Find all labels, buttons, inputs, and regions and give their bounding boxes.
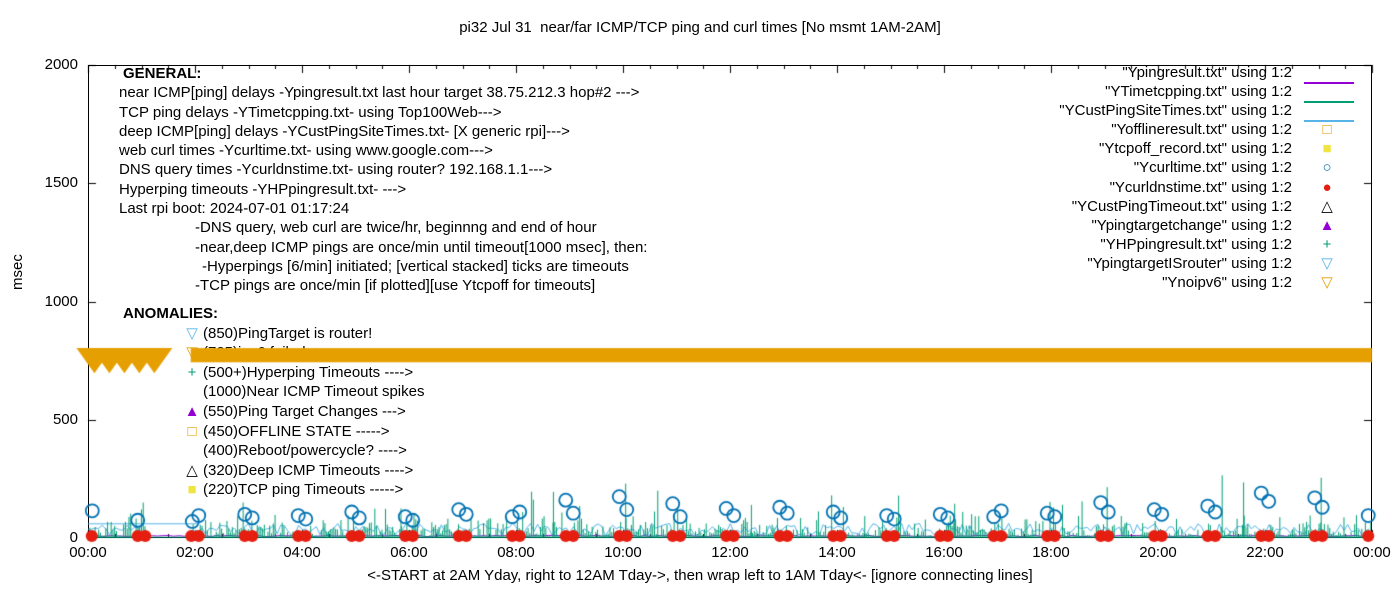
legend-row: "YCustPingTimeout.txt" using 1:2 △ <box>1018 197 1362 216</box>
legend-row: "Ytcpoff_record.txt" using 1:2 ■ <box>1018 139 1362 158</box>
tri-up-open-icon: △ <box>1321 197 1333 215</box>
legend-row: "Ynoipv6" using 1:2 ▽ <box>1018 273 1362 292</box>
anomaly-text: (450)OFFLINE STATE -----> <box>203 422 390 440</box>
legend-row: "YCustPingSiteTimes.txt" using 1:2 <box>1018 101 1362 122</box>
legend-label: "YCustPingTimeout.txt" using 1:2 <box>1071 197 1292 215</box>
legend-row: "YHPpingresult.txt" using 1:2 + <box>1018 235 1362 254</box>
general-annotation-block: GENERAL: near ICMP[ping] delays -Ypingres… <box>119 64 647 296</box>
tri-up-filled-icon: ▲ <box>184 402 200 420</box>
square-filled-icon: ■ <box>187 481 197 499</box>
legend-row: "Ycurldnstime.txt" using 1:2 ● <box>1018 178 1362 197</box>
square-filled-icon: ■ <box>1322 140 1332 158</box>
anomaly-line: △ (320)Deep ICMP Timeouts ----> <box>119 461 413 481</box>
general-line: Last rpi boot: 2024-07-01 01:17:24 <box>119 200 350 218</box>
x-tick-label: 18:00 <box>1032 544 1070 561</box>
legend-row: "Ypingtargetchange" using 1:2 ▲ <box>1018 216 1362 235</box>
anomaly-text: (725)ipv6 failed -> <box>203 344 324 362</box>
y-tick-label: 1500 <box>44 174 78 192</box>
x-tick-label: 10:00 <box>604 544 642 561</box>
anomaly-text: (400)Reboot/powercycle? ----> <box>203 442 407 460</box>
general-line: -Hyperpings [6/min] initiated; [vertical… <box>202 257 629 275</box>
x-tick-label: 08:00 <box>497 544 535 561</box>
legend-row: "Yofflineresult.txt" using 1:2 □ <box>1018 120 1362 139</box>
x-tick-label: 00:00 <box>1353 544 1391 561</box>
tri-down-open-icon: ▽ <box>1321 274 1333 292</box>
general-line: web curl times -Ycurltime.txt- using www… <box>119 142 493 160</box>
general-line: TCP ping delays -YTimetcpping.txt- using… <box>119 103 502 121</box>
general-line: Hyperping timeouts -YHPpingresult.txt- -… <box>119 180 407 198</box>
anomaly-line: (400)Reboot/powercycle? ----> <box>119 441 407 461</box>
x-axis-caption: <-START at 2AM Yday, right to 12AM Tday-… <box>367 567 1033 584</box>
general-line: near ICMP[ping] delays -Ypingresult.txt … <box>119 84 640 102</box>
legend-row: "YpingtargetISrouter" using 1:2 ▽ <box>1018 254 1362 273</box>
general-line: DNS query times -Ycurldnstime.txt- using… <box>119 161 553 179</box>
anomaly-text: (320)Deep ICMP Timeouts ----> <box>203 461 414 479</box>
plus-icon: + <box>1322 235 1332 253</box>
plus-icon: + <box>187 363 197 381</box>
anomalies-heading: ANOMALIES: <box>123 305 218 322</box>
y-tick-label: 2000 <box>44 56 78 73</box>
x-tick-label: 20:00 <box>1139 544 1177 561</box>
general-line: -DNS query, web curl are twice/hr, begin… <box>195 219 597 237</box>
x-tick-label: 00:00 <box>69 544 107 561</box>
circle-open-icon: ○ <box>1322 159 1332 177</box>
anomaly-line: ▲ (550)Ping Target Changes ---> <box>119 402 406 422</box>
anomaly-text: (850)PingTarget is router! <box>203 324 373 342</box>
legend: "Ypingresult.txt" using 1:2 "YTimetcpping… <box>1018 63 1362 292</box>
tri-up-filled-icon: ▲ <box>1319 216 1335 234</box>
legend-row: "Ypingresult.txt" using 1:2 <box>1018 63 1362 84</box>
general-line: -TCP pings are once/min [if plotted][use… <box>195 277 596 295</box>
circle-filled-icon: ● <box>1322 178 1332 196</box>
anomaly-line: + (500+)Hyperping Timeouts ----> <box>119 363 413 383</box>
legend-label: "Ytcpoff_record.txt" using 1:2 <box>1099 140 1292 158</box>
legend-label: "Ycurldnstime.txt" using 1:2 <box>1109 178 1292 196</box>
x-tick-label: 04:00 <box>283 544 321 561</box>
y-axis-label: msec <box>9 254 26 290</box>
legend-row: "YTimetcpping.txt" using 1:2 <box>1018 82 1362 103</box>
legend-label: "YpingtargetISrouter" using 1:2 <box>1087 254 1292 272</box>
x-tick-label: 14:00 <box>818 544 856 561</box>
legend-label: "Yofflineresult.txt" using 1:2 <box>1111 121 1292 139</box>
general-line: -near,deep ICMP pings are once/min until… <box>195 238 648 256</box>
legend-label: "Ypingtargetchange" using 1:2 <box>1091 216 1292 234</box>
anomaly-line: ■ (220)TCP ping Timeouts -----> <box>119 480 403 500</box>
anomaly-line: ▽ (850)PingTarget is router! <box>119 324 372 344</box>
y-tick-label: 1000 <box>44 292 78 310</box>
x-tick-label: 06:00 <box>390 544 428 561</box>
square-open-icon: □ <box>1322 121 1332 139</box>
anomalies-annotation-block: ANOMALIES: ▽ (850)PingTarget is router! ▽ (7… <box>119 304 424 500</box>
tri-down-open-icon: ▽ <box>1321 254 1333 272</box>
x-tick-label: 22:00 <box>1246 544 1284 561</box>
legend-label: "Ynoipv6" using 1:2 <box>1162 274 1292 292</box>
legend-label: "Ypingresult.txt" using 1:2 <box>1122 64 1292 81</box>
general-line: deep ICMP[ping] delays -YCustPingSiteTim… <box>119 122 570 140</box>
tri-up-open-icon: △ <box>186 461 198 479</box>
tri-down-open-icon: ▽ <box>186 324 198 342</box>
anomaly-line: □ (450)OFFLINE STATE -----> <box>119 422 389 442</box>
general-heading: GENERAL: <box>123 65 202 82</box>
anomaly-text: (500+)Hyperping Timeouts ----> <box>203 363 414 381</box>
anomaly-line: ▽ (725)ipv6 failed -> <box>119 343 323 363</box>
y-tick-label: 500 <box>52 410 78 428</box>
legend-label: "Ycurltime.txt" using 1:2 <box>1133 159 1292 177</box>
legend-row: "Ycurltime.txt" using 1:2 ○ <box>1018 158 1362 177</box>
legend-label: "YCustPingSiteTimes.txt" using 1:2 <box>1059 102 1292 120</box>
tri-down-open-icon: ▽ <box>186 344 198 362</box>
anomaly-text: (550)Ping Target Changes ---> <box>203 402 406 420</box>
anomaly-line: (1000)Near ICMP Timeout spikes <box>119 382 424 402</box>
legend-label: "YHPpingresult.txt" using 1:2 <box>1100 235 1292 253</box>
x-tick-label: 02:00 <box>176 544 214 561</box>
x-tick-label: 12:00 <box>711 544 749 561</box>
x-tick-label: 16:00 <box>925 544 963 561</box>
anomaly-text: (220)TCP ping Timeouts -----> <box>203 481 404 499</box>
anomaly-text: (1000)Near ICMP Timeout spikes <box>203 383 425 401</box>
legend-label: "YTimetcpping.txt" using 1:2 <box>1105 83 1292 101</box>
square-open-icon: □ <box>187 422 197 440</box>
